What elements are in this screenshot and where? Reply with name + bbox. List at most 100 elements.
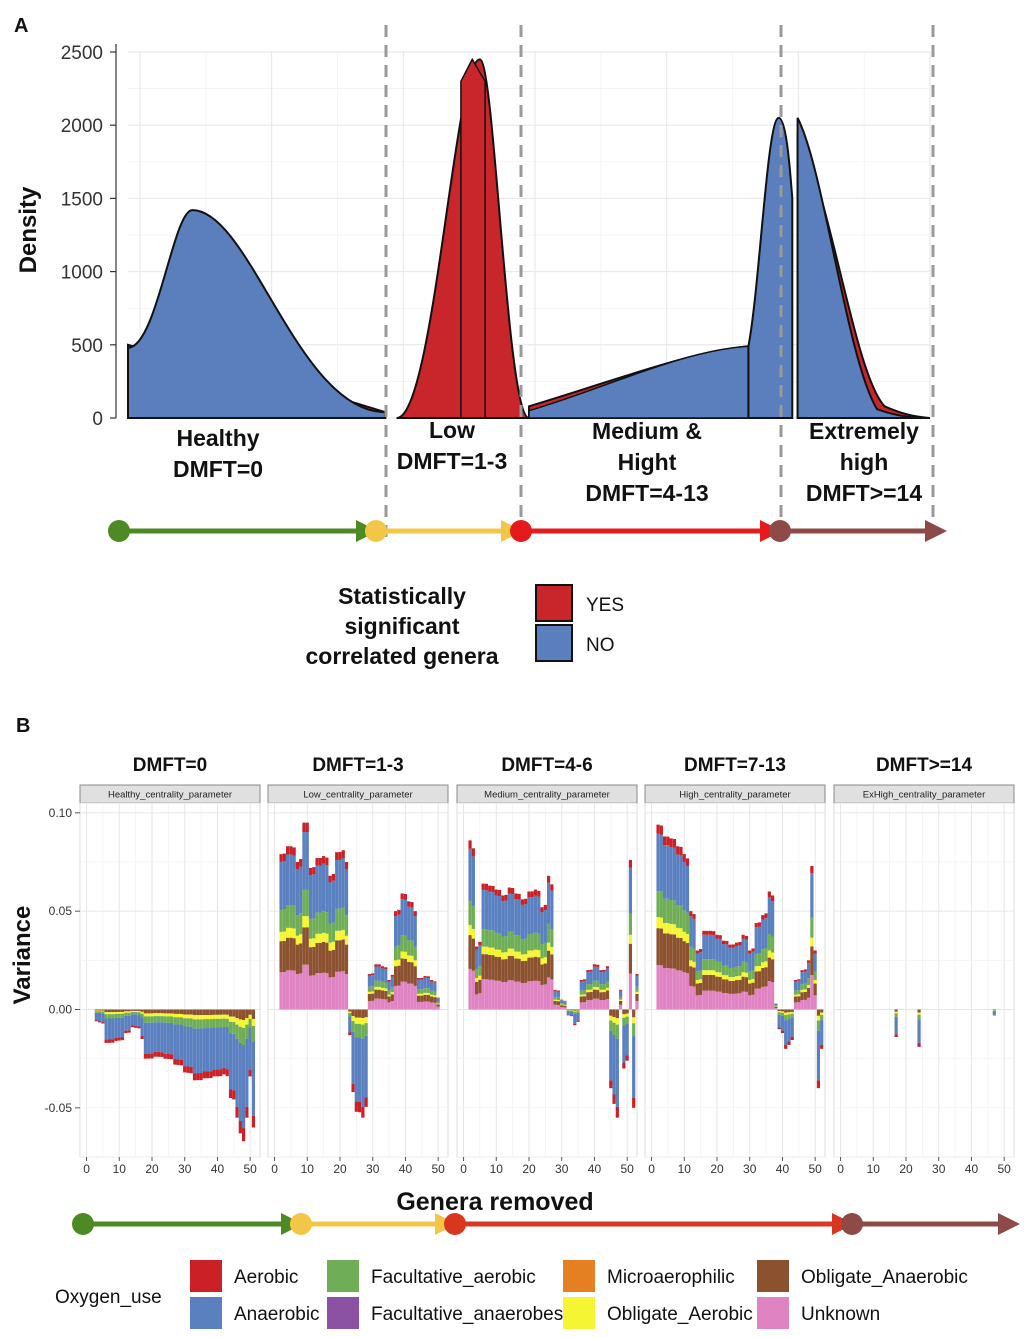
bar-segment — [628, 934, 633, 944]
bar-segment — [741, 976, 745, 992]
bar-segment — [663, 836, 667, 846]
bar-segment — [192, 1073, 197, 1081]
bar-segment — [692, 967, 696, 987]
phase-label: DMFT=4-13 — [585, 480, 708, 506]
bar-segment — [295, 869, 300, 916]
bar-segment — [550, 946, 554, 955]
phase-label: DMFT=1-3 — [397, 448, 508, 474]
bar-segment — [394, 911, 398, 917]
panel-a-legend: Statistically significant correlated gener… — [305, 583, 624, 669]
bar-segment — [540, 984, 544, 1010]
bar-segment — [705, 959, 709, 971]
bar-segment — [235, 1024, 239, 1039]
bar-segment — [325, 973, 329, 1010]
bar-segment — [609, 1030, 613, 1081]
facet-3: DMFT=4-6 Medium_centrality_parameter 0 10 20… — [456, 755, 639, 1176]
bar-segment — [771, 936, 775, 953]
bar-segment — [238, 1042, 242, 1122]
bar-segment — [420, 979, 424, 990]
bar-segment — [215, 1014, 220, 1019]
bar-segment — [553, 1000, 557, 1005]
bar-segment — [377, 989, 381, 999]
bar-segment — [137, 1014, 141, 1027]
bar-segment — [423, 977, 427, 989]
facet-2: DMFT=1-3 Low_centrality_parameter 0 10 20 30 4… — [267, 755, 449, 1176]
bar-segment — [312, 975, 316, 1010]
bar-segment — [312, 867, 316, 875]
bar-segment — [715, 972, 719, 977]
bar-segment — [622, 1014, 626, 1018]
bar-segment — [325, 865, 329, 913]
bar-segment — [335, 908, 339, 931]
bar-segment — [98, 1021, 102, 1023]
density-no-medium — [528, 345, 750, 419]
bar-segment — [679, 970, 683, 1010]
bar-segment — [685, 933, 690, 944]
bar-segment — [780, 1030, 785, 1034]
bar-segment — [380, 981, 385, 988]
bar-segment — [751, 982, 755, 995]
bar-segment — [160, 1009, 164, 1014]
bar-segment — [563, 1001, 567, 1004]
bar-segment — [215, 1027, 220, 1070]
bar-segment — [669, 899, 673, 924]
x-tick-label: 20 — [899, 1162, 913, 1176]
bar-segment — [501, 952, 505, 960]
x-tick-label: 50 — [621, 1162, 635, 1176]
bar-segment — [813, 971, 817, 980]
bar-segment — [800, 989, 804, 993]
bar-segment — [286, 854, 290, 906]
bar-segment — [527, 957, 531, 982]
bar-segment — [751, 951, 755, 971]
bar-segment — [514, 981, 518, 1010]
bar-segment — [602, 969, 606, 972]
bar-segment — [754, 966, 758, 972]
bar-segment — [328, 875, 332, 883]
bar-segment — [186, 1014, 190, 1019]
bar-segment — [992, 1014, 996, 1016]
bar-segment — [807, 984, 811, 988]
bar-segment — [735, 976, 739, 981]
bar-segment — [341, 907, 345, 930]
bar-segment — [592, 998, 597, 1010]
bar-segment — [751, 970, 755, 979]
bar-segment — [413, 946, 417, 961]
bar-segment — [225, 1018, 229, 1028]
bar-segment — [800, 972, 804, 985]
bar-segment — [689, 966, 693, 986]
bar-segment — [497, 933, 502, 950]
bar-segment — [754, 954, 758, 967]
bar-segment — [143, 1009, 148, 1014]
bar-segment — [242, 1020, 246, 1028]
bar-segment — [179, 1017, 184, 1025]
bar-segment — [494, 889, 498, 896]
bar-segment — [374, 986, 378, 990]
bar-segment — [308, 918, 313, 939]
bar-segment — [807, 987, 811, 998]
bar-segment — [245, 1018, 249, 1025]
bar-segment — [596, 989, 600, 999]
bar-segment — [656, 824, 660, 834]
x-tick-label: 0 — [83, 1162, 90, 1176]
bar-segment — [592, 964, 597, 967]
bar-segment — [348, 1016, 352, 1033]
bar-segment — [797, 994, 801, 997]
bar-segment — [127, 1009, 131, 1012]
bar-segment — [787, 1014, 791, 1020]
legend-title: correlated genera — [305, 643, 498, 669]
bar-segment — [615, 1024, 619, 1039]
bar-segment — [358, 1017, 362, 1024]
bar-segment — [101, 1010, 105, 1012]
bar-segment — [761, 986, 765, 1010]
bar-segment — [735, 966, 739, 977]
bar-segment — [530, 950, 534, 958]
bar-segment — [748, 953, 752, 972]
bar-segment — [400, 981, 404, 1010]
bar-segment — [242, 1027, 246, 1046]
bar-segment — [599, 970, 603, 973]
bar-segment — [232, 1022, 236, 1034]
y-tick-label: 2000 — [61, 116, 103, 137]
bar-segment — [150, 1009, 154, 1014]
bar-segment — [771, 952, 775, 960]
bar-segment — [436, 1006, 440, 1010]
